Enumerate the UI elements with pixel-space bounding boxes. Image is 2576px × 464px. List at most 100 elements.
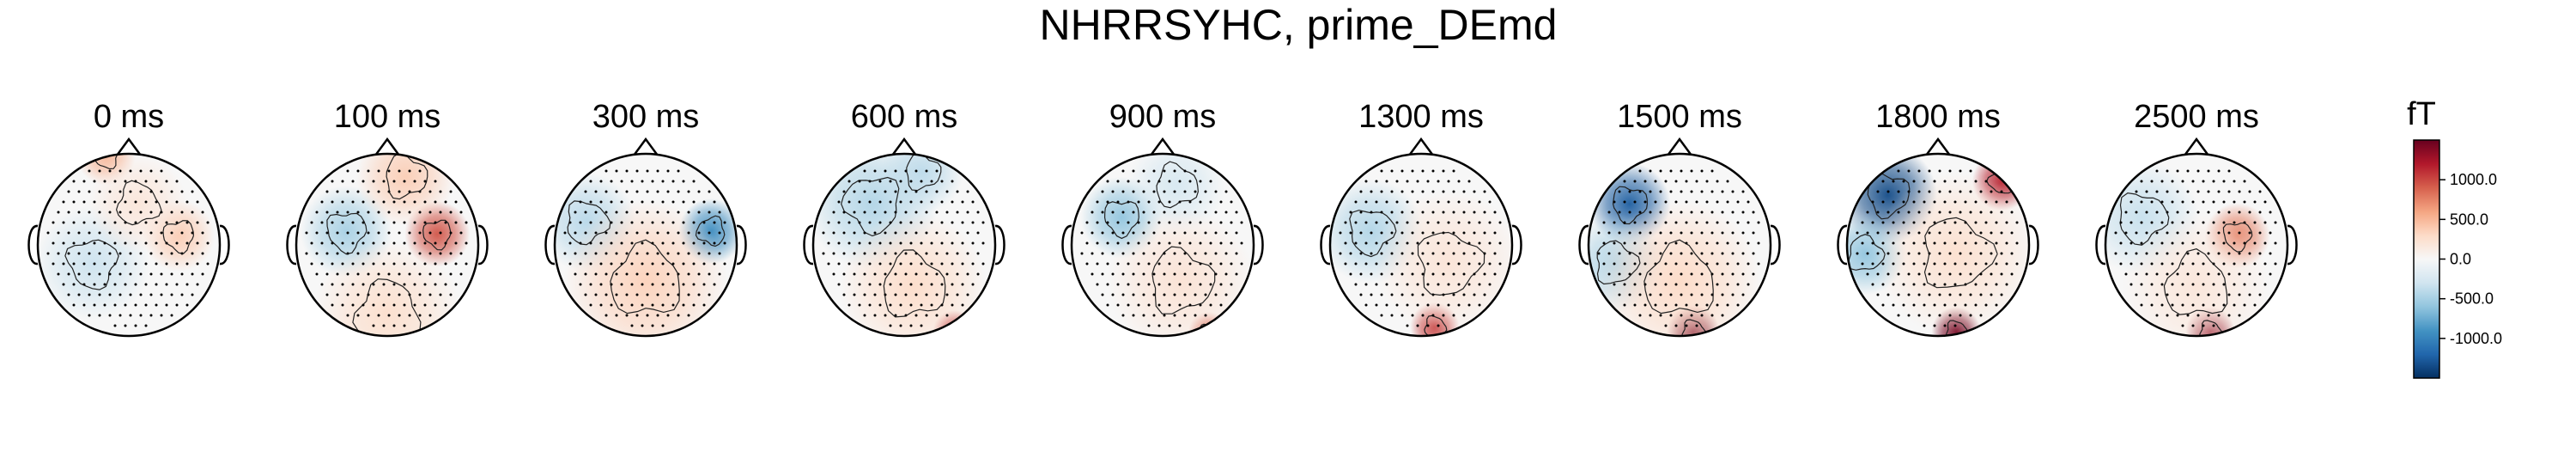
colorbar-tick-label: -1000.0: [2450, 330, 2502, 347]
topomap-panel: 1300 ms: [1320, 99, 1522, 338]
contour-line: [610, 239, 680, 314]
contour-line: [2199, 320, 2223, 336]
colorbar-unit: fT: [2407, 96, 2436, 132]
field-blob: [88, 155, 187, 253]
head-outline: [1328, 152, 1514, 338]
field-blob: [881, 154, 963, 213]
figure-title: NHRRSYHC, prime_DEmd: [1040, 1, 1558, 49]
contour-line: [1417, 231, 1485, 296]
field-blob: [1597, 199, 1762, 336]
topomap-panel: 1800 ms: [1837, 99, 2039, 338]
right-ear: [1511, 224, 1522, 266]
nose: [374, 137, 401, 156]
head-outline: [295, 152, 480, 338]
field-blob: [313, 239, 461, 336]
sensor-dots: [2114, 169, 2277, 327]
right-ear: [219, 224, 230, 266]
topomap-panel: 1500 ms: [1578, 99, 1781, 338]
sensor-dots: [1080, 169, 1243, 327]
head-outline: [553, 152, 738, 338]
right-ear: [1253, 224, 1264, 266]
contour-line: [906, 154, 942, 192]
left-ear: [1578, 224, 1589, 266]
field-blob: [1107, 207, 1254, 336]
contour-line: [1946, 320, 1969, 336]
contour-line: [115, 180, 162, 226]
field-blob: [563, 199, 728, 336]
head-outline: [1070, 152, 1255, 338]
panel-title: 1500 ms: [1617, 99, 1742, 135]
contour-line: [326, 212, 368, 255]
right-ear: [994, 224, 1005, 266]
head-outline: [1587, 152, 1772, 338]
contour-line: [1681, 319, 1707, 336]
contour-line: [352, 278, 422, 336]
panel-title: 100 ms: [334, 99, 441, 135]
colorbar-tick-label: 1000.0: [2450, 171, 2497, 188]
colorbar-tick-label: 500.0: [2450, 211, 2488, 228]
left-ear: [544, 224, 556, 266]
contour-line: [386, 154, 428, 200]
left-ear: [2095, 224, 2106, 266]
sensor-dots: [822, 169, 985, 327]
sensor-dots: [1339, 169, 1502, 327]
contour-line: [883, 249, 946, 318]
contour-line: [695, 215, 726, 247]
contour-line: [1612, 186, 1648, 225]
panel-title: 2500 ms: [2134, 99, 2259, 135]
right-ear: [1770, 224, 1781, 266]
colorbar-tick-label: 0.0: [2450, 251, 2471, 268]
nose: [2183, 137, 2210, 156]
field-blob: [1874, 172, 2029, 336]
panel-title: 0 ms: [94, 99, 164, 135]
contour-line: [1151, 246, 1216, 314]
right-ear: [736, 224, 747, 266]
sensor-dots: [1856, 169, 2019, 327]
topomap-panel: 600 ms: [803, 99, 1005, 338]
topomap-panel: 300 ms: [544, 99, 747, 338]
nose: [632, 137, 659, 156]
panel-title: 1800 ms: [1875, 99, 2001, 135]
nose: [1666, 137, 1693, 156]
contour-line: [1867, 173, 1911, 220]
contour-line: [1103, 201, 1139, 240]
left-ear: [286, 224, 297, 266]
left-ear: [1837, 224, 1848, 266]
sensor-dots: [563, 169, 726, 327]
left-ear: [1320, 224, 1331, 266]
topomap-panel: 100 ms: [286, 99, 489, 338]
head-outline: [811, 152, 997, 338]
topomap-panel: 900 ms: [1061, 99, 1264, 338]
head-outline: [1845, 152, 2031, 338]
nose: [115, 137, 143, 156]
sensor-dots: [46, 169, 210, 327]
right-ear: [2287, 224, 2298, 266]
head-outline: [2104, 152, 2289, 338]
topomap-panels: 0 ms 100 ms 300 ms 600 ms 900 ms 1300 ms 1500 …: [27, 99, 2298, 338]
contour-line: [841, 176, 900, 237]
right-ear: [2028, 224, 2039, 266]
sensor-dots: [305, 169, 468, 327]
field-blob: [355, 154, 455, 226]
topomap-panel: 2500 ms: [2095, 99, 2298, 338]
contour-line: [2119, 192, 2170, 246]
right-ear: [477, 224, 489, 266]
nose: [890, 137, 918, 156]
nose: [1407, 137, 1435, 156]
colorbar: fT 1000.0 500.0 0.0 -500.0 -1000.0: [2407, 96, 2502, 379]
field-blob: [2123, 211, 2270, 336]
field-blob: [839, 211, 987, 336]
panel-title: 600 ms: [851, 99, 958, 135]
nose: [1149, 137, 1176, 156]
topomap-panel: 0 ms: [27, 99, 230, 338]
nose: [1924, 137, 1952, 156]
panel-title: 900 ms: [1109, 99, 1217, 135]
contour-line: [422, 219, 452, 251]
contour-line: [162, 220, 194, 254]
contour-line: [1643, 239, 1714, 314]
colorbar-gradient: [2413, 139, 2440, 379]
left-ear: [803, 224, 814, 266]
left-ear: [27, 224, 39, 266]
sensor-dots: [1597, 169, 1760, 327]
